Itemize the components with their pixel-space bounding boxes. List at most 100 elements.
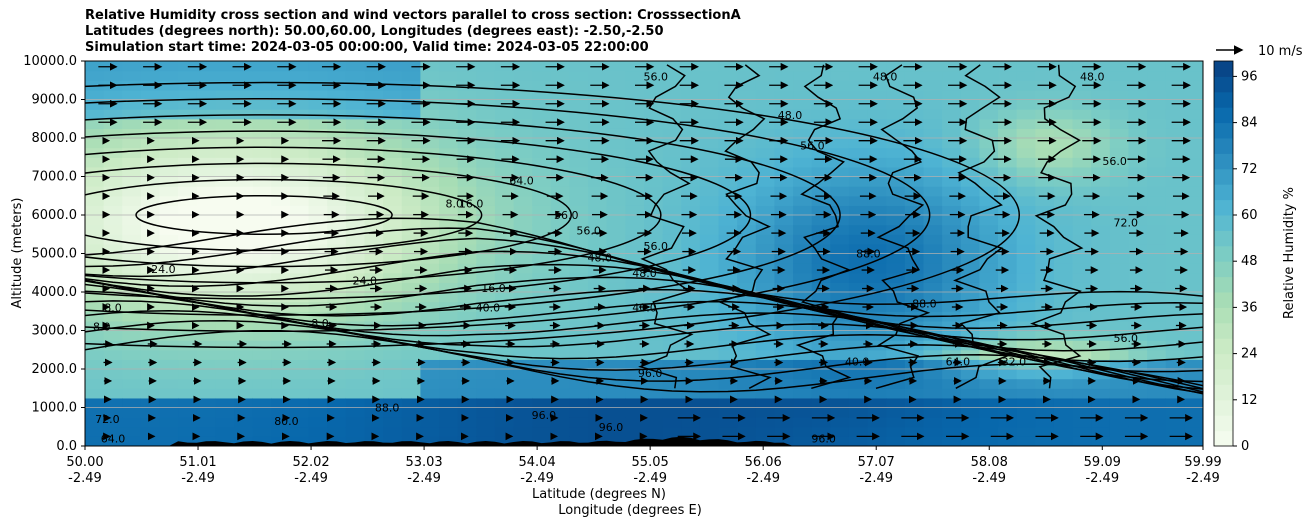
humidity-cell [904,70,925,81]
humidity-cell [793,118,813,129]
humidity-cell [960,128,980,139]
x-tick-label-longitude: -2.49 [746,471,780,486]
humidity-cell [122,292,142,303]
humidity-cell [383,378,403,389]
humidity-cell [867,388,887,399]
humidity-cell [942,89,962,101]
humidity-cell [513,109,533,120]
humidity-cell [159,282,179,293]
humidity-cell [289,340,310,351]
humidity-cell [513,89,533,101]
humidity-cell [327,109,347,120]
humidity-cell [401,138,421,149]
humidity-cell [755,426,776,437]
contour-label: 64.0 [509,174,534,187]
humidity-cell [867,253,887,264]
humidity-cell [476,176,496,187]
humidity-cell [737,292,757,303]
humidity-cell [103,330,123,341]
humidity-cell [364,253,384,264]
humidity-cell [1016,195,1036,206]
humidity-cell [457,330,477,341]
humidity-cell [1184,80,1203,91]
humidity-cell [867,70,887,81]
humidity-cell [532,80,552,91]
humidity-cell [1109,320,1130,332]
humidity-cell [1091,138,1111,149]
humidity-cell [1035,378,1055,389]
humidity-cell [364,215,384,226]
contour-label: 56.0 [576,224,601,237]
humidity-cell [457,166,477,178]
humidity-cell [1091,311,1111,322]
humidity-cell [588,205,608,216]
humidity-cell [439,301,459,312]
humidity-cell [793,176,813,187]
humidity-cell [644,311,664,322]
humidity-cell [848,436,869,446]
x-tick-label-latitude: 55.05 [632,455,669,470]
humidity-cell [886,147,906,158]
humidity-cell [774,311,794,322]
humidity-cell [1165,359,1185,370]
humidity-cell [737,301,757,312]
humidity-cell [848,195,869,206]
humidity-cell [1165,243,1185,255]
humidity-cell [494,70,515,81]
humidity-cell [85,99,105,110]
humidity-cell [215,70,235,81]
contour-label: 48.0 [632,267,657,280]
humidity-cell [494,61,515,72]
humidity-cell [644,224,664,235]
humidity-cell [532,272,552,283]
humidity-cell [718,320,738,332]
humidity-cell [513,417,533,428]
humidity-cell [1109,263,1130,274]
humidity-cell [960,378,980,389]
humidity-cell [476,186,496,197]
humidity-cell [662,417,682,428]
humidity-cell [85,224,105,235]
humidity-cell [737,224,757,235]
humidity-cell [998,263,1018,274]
humidity-cell [364,205,384,216]
humidity-cell [513,118,533,129]
humidity-cell [569,407,589,418]
humidity-cell [215,205,235,216]
humidity-cell [718,359,738,370]
humidity-cell [383,397,403,409]
humidity-cell [1072,330,1092,341]
plot-frame [84,60,1204,447]
humidity-cell [271,99,291,110]
humidity-cell [774,70,794,81]
humidity-cell [1165,378,1185,389]
humidity-cell [103,426,123,437]
humidity-cell [1147,388,1167,399]
humidity-cell [196,138,217,149]
humidity-cell [122,186,142,197]
humidity-cell [532,436,552,446]
humidity-cell [103,205,123,216]
humidity-cell [140,186,161,197]
humidity-cell [215,311,235,322]
colorbar-tick-label: 60 [1241,208,1258,223]
humidity-cell [122,426,142,437]
humidity-cell [513,301,533,312]
humidity-cell [998,138,1018,149]
humidity-cell [308,330,328,341]
humidity-cell [345,147,366,158]
humidity-cell [457,61,477,72]
humidity-cell [1147,80,1167,91]
humidity-cell [662,311,682,322]
humidity-cell [271,340,291,351]
humidity-cell [401,61,421,72]
humidity-cell [793,369,813,380]
humidity-cell [848,61,869,72]
colorbar-segment [1214,76,1233,93]
humidity-cell [178,99,198,110]
humidity-cell [85,272,105,283]
contour-label: 24.0 [353,274,378,287]
humidity-cell [215,186,235,197]
humidity-cell [923,397,943,409]
humidity-cell [699,407,720,418]
